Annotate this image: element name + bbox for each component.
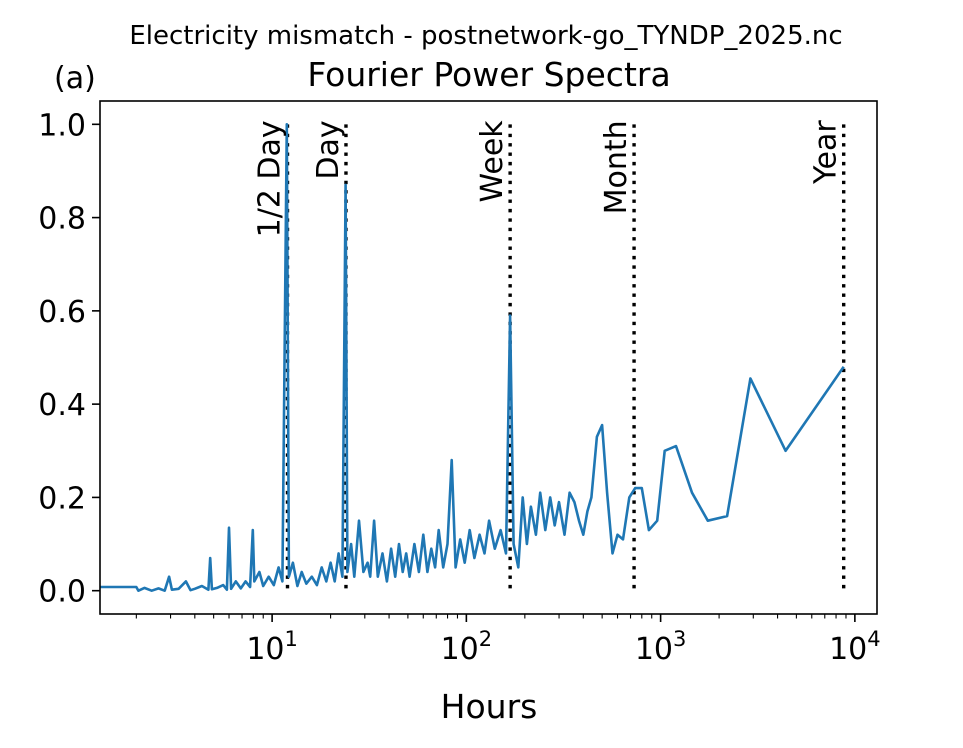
x-tick-label-1: 102 [441,627,493,667]
reference-label-1: Day [311,120,346,179]
x-axis-label: Hours [441,687,538,726]
y-tick-label-0: 0.0 [38,575,86,610]
figure-suptitle: Electricity mismatch - postnetwork-go_TY… [129,21,842,51]
plot-area: 1/2 Day Day Week Month Year [100,120,846,592]
plot-frame [99,100,878,615]
reference-label-4: Year [809,120,844,185]
chart-title: Fourier Power Spectra [307,55,670,94]
reference-label-3: Month [599,120,634,214]
y-tick-label-4: 0.8 [38,202,86,237]
y-tick-label-1: 0.2 [38,481,86,516]
reference-label-2: Week [475,120,510,203]
y-axis: 0.0 0.2 0.4 0.6 0.8 1.0 [38,108,100,610]
reference-labels: 1/2 Day Day Week Month Year [252,120,843,238]
x-tick-label-0: 101 [246,627,298,667]
x-axis: 101 102 103 104 [135,614,881,667]
y-tick-label-5: 1.0 [38,108,86,143]
x-tick-label-2: 103 [635,627,687,667]
reference-label-0: 1/2 Day [252,120,287,237]
series-line [100,123,845,592]
y-tick-label-3: 0.6 [38,295,86,330]
panel-label: (a) [54,61,96,96]
y-tick-label-2: 0.4 [38,388,86,423]
x-tick-label-3: 104 [829,627,881,667]
